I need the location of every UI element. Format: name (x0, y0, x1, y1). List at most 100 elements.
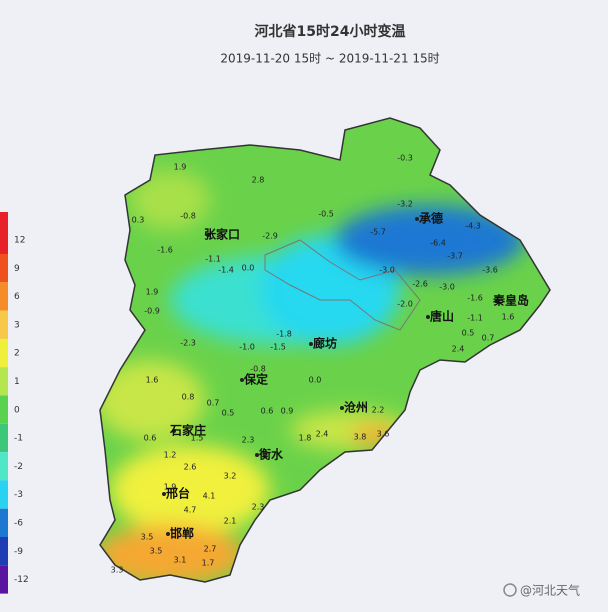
city-name: 秦皇岛 (492, 293, 529, 308)
reading: 3.6 (377, 430, 390, 439)
city-name: 廊坊 (313, 336, 337, 351)
reading: 2.4 (452, 345, 465, 354)
reading: -1.6 (467, 294, 483, 303)
legend-label: -3 (14, 490, 23, 500)
city-name: 沧州 (344, 400, 368, 415)
reading: -2.6 (412, 280, 428, 289)
city-dot (206, 233, 210, 237)
reading: -0.5 (318, 210, 334, 219)
legend-band (0, 254, 8, 283)
reading: 0.7 (207, 399, 220, 408)
legend-band (0, 423, 8, 453)
reading: 3.5 (141, 533, 154, 542)
beijing-tianjin-border (264, 239, 421, 331)
reading: 0.8 (182, 393, 195, 402)
reading: -1.1 (467, 314, 483, 323)
reading: 3.1 (174, 556, 187, 565)
city-name: 石家庄 (169, 423, 206, 438)
legend-label: 9 (14, 264, 20, 274)
city-dot (495, 299, 499, 303)
reading: 1.2 (164, 451, 177, 460)
reading: -0.8 (180, 212, 196, 221)
city-dot (309, 342, 313, 346)
city-dot (415, 217, 419, 221)
reading: 0.5 (222, 409, 235, 418)
reading: -3.2 (397, 200, 413, 209)
reading: 2.3 (242, 436, 255, 445)
reading: 2.3 (252, 503, 265, 512)
legend-label: 6 (14, 292, 20, 302)
reading: -2.0 (397, 300, 413, 309)
reading: 1.7 (202, 559, 215, 568)
reading: 1.6 (502, 313, 515, 322)
watermark: @河北天气 (503, 583, 580, 598)
city-dot (426, 315, 430, 319)
legend-band (0, 310, 8, 339)
reading: 4.7 (184, 506, 197, 515)
city-name: 张家口 (204, 227, 240, 242)
legend-label: -2 (14, 462, 23, 472)
reading: 1.8 (299, 434, 312, 443)
city-dot (166, 532, 170, 536)
legend-band (0, 508, 8, 537)
city-name: 承德 (419, 211, 443, 226)
reading: -2.3 (180, 339, 196, 348)
legend-label: 12 (14, 236, 25, 246)
reading: 1.5 (191, 434, 204, 443)
reading: 0.9 (281, 407, 294, 416)
legend-band (0, 452, 8, 481)
legend-label: 0 (14, 405, 20, 415)
legend-label: 2 (14, 349, 20, 359)
city-name: 唐山 (430, 309, 454, 324)
reading: 2.8 (252, 176, 265, 185)
reading: -6.4 (430, 239, 446, 248)
legend-band (0, 537, 8, 566)
city-dot (240, 378, 244, 382)
city-name: 衡水 (259, 447, 284, 462)
reading: 0.3 (132, 216, 145, 225)
legend-label: -1 (14, 434, 23, 444)
reading: 1.6 (146, 376, 159, 385)
reading: -0.9 (144, 307, 160, 316)
reading: 0.0 (242, 264, 255, 273)
reading: 3.2 (224, 472, 237, 481)
reading: -2.9 (262, 232, 278, 241)
city-dot (340, 406, 344, 410)
reading: 0.5 (462, 329, 475, 338)
reading: -1.5 (270, 343, 286, 352)
reading: 1.9 (164, 483, 177, 492)
legend-label: -6 (14, 519, 23, 529)
city-name: 邯郸 (170, 526, 194, 541)
city-name: 邢台 (166, 486, 190, 501)
reading: -5.7 (370, 228, 386, 237)
reading: 3.5 (150, 547, 163, 556)
city-name: 保定 (243, 372, 268, 387)
reading: 2.4 (316, 430, 329, 439)
city-dot (162, 492, 166, 496)
reading: -1.8 (276, 330, 292, 339)
city-dot (172, 429, 176, 433)
reading: -3.7 (447, 252, 463, 261)
legend-label: -12 (14, 575, 29, 585)
legend-band (0, 367, 8, 396)
reading: 2.6 (184, 463, 197, 472)
reading: -3.6 (482, 266, 498, 275)
legend-label: -9 (14, 547, 23, 557)
reading: 0.7 (482, 334, 495, 343)
legend: 12 9 6 3 2 1 0 -1 -2 -3 -6 -9 -12 (0, 212, 29, 594)
subtitle: 2019-11-20 15时 ~ 2019-11-21 15时 (220, 52, 439, 66)
legend-band (0, 338, 8, 368)
reading: -1.4 (218, 266, 234, 275)
reading: 0.0 (309, 376, 322, 385)
reading: -3.0 (379, 266, 395, 275)
reading: 4.1 (203, 492, 216, 501)
reading: 1.9 (146, 288, 159, 297)
legend-band (0, 480, 8, 509)
legend-label: 1 (14, 377, 20, 387)
reading: 3.8 (354, 433, 367, 442)
reading: 2.1 (224, 517, 237, 526)
legend-band (0, 395, 8, 424)
reading: 2.2 (372, 406, 385, 415)
watermark-text: @河北天气 (520, 583, 580, 598)
